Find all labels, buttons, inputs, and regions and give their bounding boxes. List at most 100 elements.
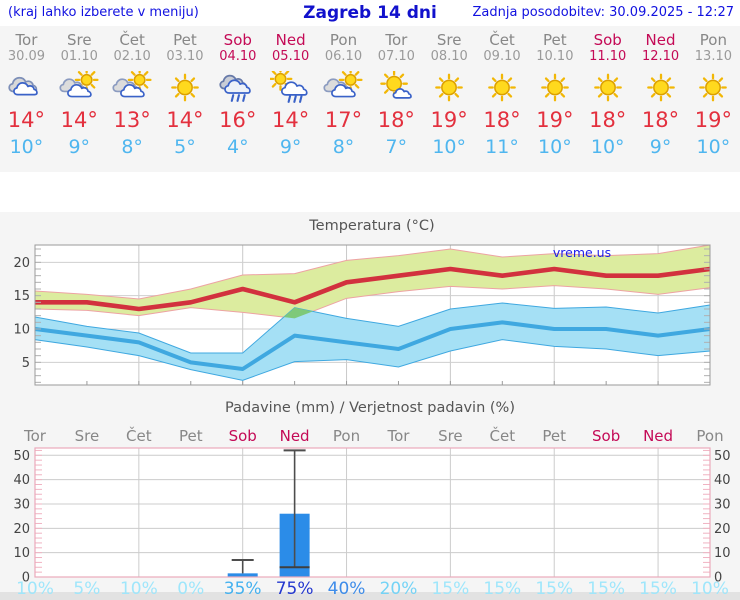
forecast-day-tor-30.09[interactable]: Tor 30.09 14° 10° [0, 26, 53, 172]
last-update-label: Zadnja posodobitev: 30.09.2025 - 12:27 [472, 5, 734, 20]
cloudy-icon [0, 68, 53, 106]
low-temp-label: 8° [332, 136, 355, 158]
day-date-label: 30.09 [7, 49, 46, 64]
precip-day-label: Tor [386, 427, 410, 445]
precip-probability-label: 10% [691, 579, 729, 599]
forecast-day-pet-10.10[interactable]: Pet 10.10 19° 10° [528, 26, 581, 172]
forecast-day-čet-09.10[interactable]: Čet 09.10 18° 11° [476, 26, 529, 172]
day-name-label: Ned [645, 31, 676, 49]
precip-day-label: Ned [280, 427, 310, 445]
precip-axis-tick-right: 0 [714, 571, 722, 586]
day-date-label: 01.10 [60, 49, 98, 64]
partly-cloudy-icon [317, 68, 370, 106]
forecast-day-čet-02.10[interactable]: Čet 02.10 13° 8° [106, 26, 159, 172]
high-temp-label: 18° [377, 108, 415, 132]
forecast-day-ned-12.10[interactable]: Ned 12.10 18° 9° [634, 26, 687, 172]
day-name-label: Pet [543, 31, 567, 49]
low-temp-label: 9° [68, 136, 91, 158]
menu-hint-link[interactable]: (kraj lahko izberete v meniju) [8, 5, 199, 20]
high-temp-label: 14° [7, 108, 46, 132]
day-date-label: 12.10 [641, 49, 680, 64]
forecast-day-tor-07.10[interactable]: Tor 07.10 18° 7° [370, 26, 423, 172]
page-title: Zagreb 14 dni [303, 3, 437, 23]
high-temp-label: 13° [113, 108, 151, 132]
precip-day-label: Pet [179, 427, 203, 445]
sunny-icon [581, 68, 634, 106]
forecast-day-sob-11.10[interactable]: Sob 11.10 18° 10° [581, 26, 634, 172]
day-name-label: Sob [223, 31, 252, 49]
low-temp-label: 4° [227, 136, 249, 158]
high-temp-label: 19° [430, 108, 468, 132]
high-temp-label: 14° [60, 108, 98, 132]
precip-day-label: Pon [696, 427, 723, 445]
high-temp-label: 19° [694, 108, 732, 132]
day-name-label: Pon [699, 31, 727, 49]
precip-probability-label: 5% [73, 579, 100, 599]
day-name-label: Čet [489, 31, 515, 49]
day-date-label: 11.10 [589, 49, 627, 64]
forecast-day-pon-06.10[interactable]: Pon 06.10 17° 8° [317, 26, 370, 172]
precip-day-label: Tor [23, 427, 47, 445]
precip-probability-label: 75% [276, 579, 314, 599]
partly-cloudy-icon [53, 68, 106, 106]
day-name-label: Tor [385, 31, 408, 49]
min-temp-line [34, 320, 711, 371]
high-temp-label: 18° [483, 108, 521, 132]
day-date-label: 13.10 [694, 49, 732, 64]
precip-day-label: Pet [542, 427, 566, 445]
day-name-label: Sre [436, 31, 462, 49]
day-date-label: 02.10 [113, 49, 151, 64]
sunny-icon [159, 68, 212, 106]
forecast-day-pet-03.10[interactable]: Pet 03.10 14° 5° [159, 26, 212, 172]
low-temp-label: 7° [385, 136, 408, 158]
precip-probability-label: 20% [380, 579, 418, 599]
day-name-label: Pet [173, 31, 197, 49]
forecast-day-sre-01.10[interactable]: Sre 01.10 14° 9° [53, 26, 106, 172]
precip-day-label: Sob [592, 427, 620, 445]
day-date-label: 03.10 [166, 49, 204, 64]
forecast-day-ned-05.10[interactable]: Ned 05.10 14° 9° [264, 26, 317, 172]
forecast-day-pon-13.10[interactable]: Pon 13.10 19° 10° [687, 26, 740, 172]
precip-axis-tick-left: 30 [13, 497, 30, 512]
day-name-label: Ned [275, 31, 306, 49]
day-name-label: Tor [15, 31, 38, 49]
day-name-label: Pon [329, 31, 358, 49]
precip-chart-title: Padavine (mm) / Verjetnost padavin (%) [225, 400, 515, 416]
day-date-label: 04.10 [219, 49, 257, 64]
low-temp-label: 8° [121, 136, 143, 158]
low-temp-label: 10° [538, 136, 572, 158]
forecast-strip: Tor 30.09 14° 10° Sre 01.10 14° 9° Čet 02.10 13° 8°… [0, 26, 740, 172]
low-temp-label: 5° [174, 136, 196, 158]
forecast-day-sob-04.10[interactable]: Sob 04.10 16° 4° [211, 26, 264, 172]
temp-axis-tick-label: 15 [13, 289, 30, 304]
low-temp-label: 10° [590, 136, 625, 158]
temp-axis-tick-label: 20 [13, 256, 30, 271]
low-temp-label: 10° [432, 136, 467, 158]
precip-probability-label: 40% [328, 579, 366, 599]
precip-day-label: Sob [229, 427, 257, 445]
sunny-icon [476, 68, 529, 106]
partly-cloudy-icon [106, 68, 159, 106]
sunny-icon [423, 68, 476, 106]
precip-axis-tick-left: 50 [13, 449, 30, 464]
rain-icon [211, 68, 264, 106]
mostly-sunny-icon [370, 68, 423, 106]
precip-day-label: Čet [490, 426, 516, 445]
precip-probability-label: 15% [483, 579, 521, 599]
precip-day-label: Čet [126, 426, 152, 445]
precip-probability-label: 15% [535, 579, 573, 599]
max-temp-line [35, 266, 711, 312]
precip-probability-label: 15% [639, 579, 677, 599]
high-temp-label: 16° [219, 108, 257, 132]
precip-axis-tick-left: 20 [13, 522, 30, 537]
page-header: (kraj lahko izberete v meniju) Zagreb 14… [0, 0, 740, 26]
temperature-chart: 5 10 15 20 Temperatura (°C) vreme.us [13, 218, 711, 386]
day-date-label: 06.10 [324, 49, 363, 64]
day-date-label: 05.10 [272, 49, 310, 64]
forecast-day-sre-08.10[interactable]: Sre 08.10 19° 10° [423, 26, 476, 172]
precip-probability-label: 15% [587, 579, 625, 599]
precip-probability-label: 35% [224, 579, 262, 599]
precip-bar [227, 573, 258, 577]
bottom-scroll-strip[interactable] [0, 592, 740, 600]
temp-axis-tick-label: 5 [22, 356, 30, 371]
